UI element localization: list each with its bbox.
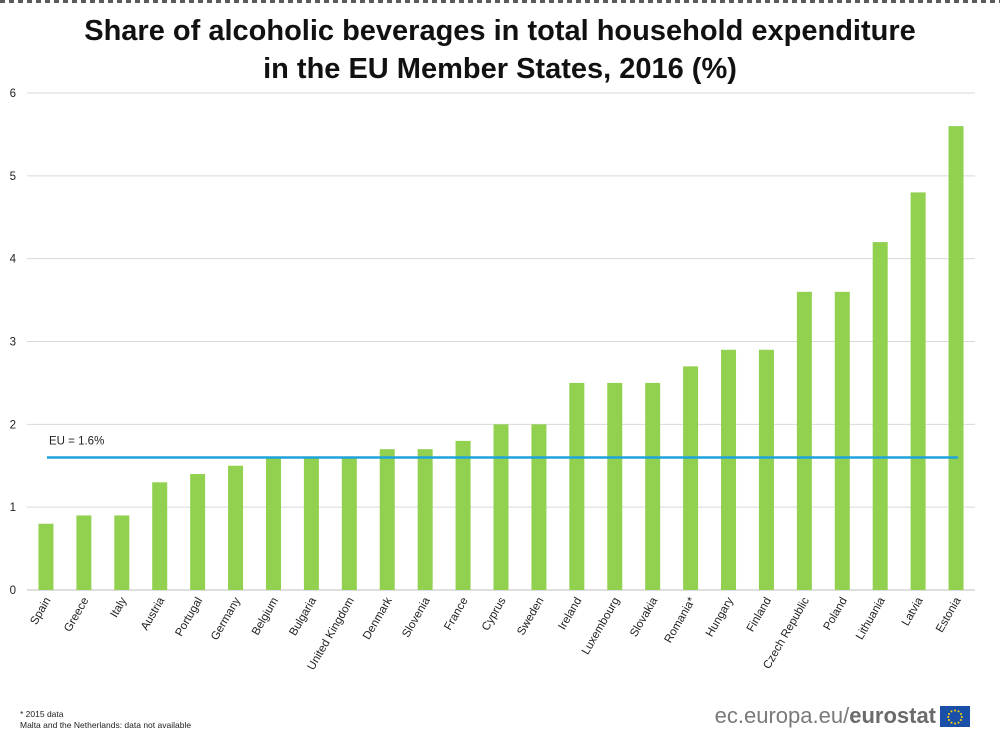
y-tick-label-6: 6 (10, 88, 16, 100)
bar-latvia (910, 192, 926, 590)
bar-cyprus (493, 424, 509, 590)
y-tick-label-5: 5 (10, 171, 16, 183)
bar-sweden (531, 424, 547, 590)
x-tick-label-22: Lithuania (854, 595, 888, 642)
bar-hungary (721, 349, 737, 590)
x-tick-label-18: Hungary (704, 595, 736, 639)
bar-france (455, 440, 471, 590)
brand-name: eurostat (849, 703, 936, 728)
brand-url-prefix: ec.europa.eu/ (714, 703, 850, 728)
x-tick-label-15: Luxembourg (580, 596, 622, 657)
x-tick-label-9: Denmark (361, 595, 395, 642)
eu-average-label: EU = 1.6% (49, 435, 104, 447)
bar-czech-republic (796, 291, 812, 590)
bar-finland (758, 349, 774, 590)
x-tick-label-13: Sweden (515, 596, 546, 638)
footnote-2015-data: * 2015 data (20, 709, 64, 719)
bar-slovenia (417, 449, 433, 590)
x-tick-label-12: Cyprus (480, 595, 509, 633)
bar-slovakia (645, 382, 661, 590)
bar-bulgaria (303, 457, 319, 590)
bar-spain (38, 523, 54, 590)
x-tick-label-21: Poland (822, 596, 850, 633)
x-tick-label-3: Austria (139, 595, 168, 633)
chart-title-line-1: Share of alcoholic beverages in total ho… (84, 15, 916, 47)
bar-portugal (190, 474, 206, 590)
chart-title: Share of alcoholic beverages in total ho… (0, 12, 1000, 88)
x-tick-label-24: Estonia (934, 595, 964, 635)
bar-belgium (265, 457, 281, 590)
bar-italy (114, 515, 130, 590)
bar-denmark (379, 449, 395, 590)
bar-lithuania (872, 242, 888, 590)
x-tick-label-1: Greece (62, 596, 91, 635)
bar-estonia (948, 126, 964, 590)
x-tick-label-11: France (442, 596, 470, 633)
x-tick-label-4: Portugal (173, 596, 205, 639)
bar-austria (152, 482, 168, 590)
x-tick-label-19: Finland (745, 596, 774, 635)
eu-flag-icon (940, 705, 970, 727)
bar-ireland (569, 382, 585, 590)
x-tick-label-2: Italy (108, 595, 129, 619)
bar-united-kingdom (341, 457, 357, 590)
y-tick-label-1: 1 (10, 502, 16, 514)
y-tick-label-3: 3 (10, 337, 16, 349)
x-tick-label-0: Spain (28, 596, 53, 627)
chart-title-line-2: in the EU Member States, 2016 (%) (263, 53, 737, 85)
eurostat-brand: ec.europa.eu/ eurostat (715, 703, 970, 729)
y-tick-label-0: 0 (10, 585, 16, 597)
y-tick-label-4: 4 (10, 254, 17, 266)
footnote-not-available: Malta and the Netherlands: data not avai… (20, 720, 192, 730)
x-tick-label-5: Germany (209, 595, 243, 642)
x-tick-label-7: Bulgaria (288, 595, 320, 638)
bar-poland (834, 291, 850, 590)
x-tick-label-10: Slovenia (400, 595, 433, 640)
x-tick-label-6: Belgium (250, 596, 281, 638)
y-tick-label-2: 2 (10, 419, 16, 431)
bar-greece (76, 515, 92, 590)
x-tick-label-14: Ireland (556, 596, 584, 632)
x-tick-label-17: Romania* (663, 595, 699, 645)
x-tick-label-16: Slovakia (628, 595, 660, 639)
bar-germany (228, 465, 244, 590)
footnotes: * 2015 data Malta and the Netherlands: d… (20, 709, 191, 731)
x-tick-label-23: Latvia (900, 595, 926, 628)
top-dashed-border (0, 0, 1000, 3)
bar-romania- (683, 366, 699, 590)
bar-luxembourg (607, 382, 623, 590)
